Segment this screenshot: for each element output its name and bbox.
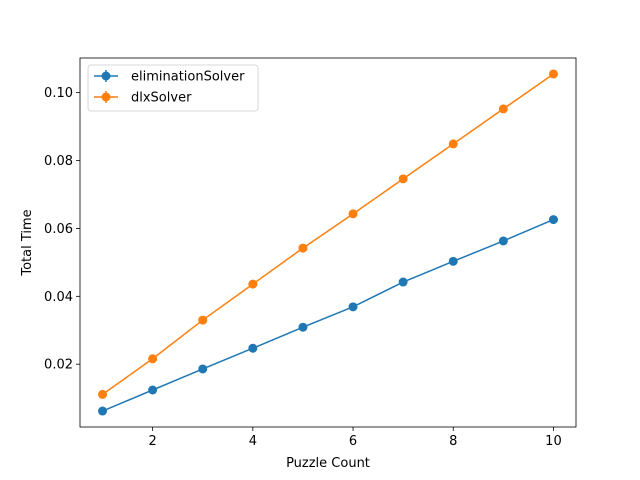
x-tick-label: 2 bbox=[149, 434, 157, 449]
x-axis-label: Puzzle Count bbox=[286, 456, 370, 471]
data-point bbox=[148, 385, 158, 395]
data-point bbox=[548, 69, 558, 79]
data-point bbox=[298, 243, 308, 253]
data-point bbox=[348, 209, 358, 219]
y-tick-label: 0.08 bbox=[44, 154, 73, 169]
y-tick-label: 0.06 bbox=[44, 222, 73, 237]
data-point bbox=[398, 277, 408, 287]
data-point bbox=[548, 215, 558, 225]
y-tick-label: 0.02 bbox=[44, 358, 73, 373]
x-tick-label: 8 bbox=[449, 434, 457, 449]
data-point bbox=[398, 174, 408, 184]
series-line bbox=[102, 218, 554, 412]
series-eliminationSolver bbox=[98, 215, 558, 416]
y-tick-label: 0.10 bbox=[44, 86, 73, 101]
y-axis-ticks: 0.02 0.04 0.06 0.08 0.10 bbox=[44, 86, 80, 373]
data-point bbox=[448, 256, 458, 266]
data-point bbox=[448, 139, 458, 149]
legend-label: dlxSolver bbox=[131, 91, 192, 106]
data-point bbox=[98, 406, 108, 416]
legend-box bbox=[87, 64, 259, 112]
data-point bbox=[148, 354, 158, 364]
data-point bbox=[248, 343, 258, 353]
x-tick-label: 4 bbox=[249, 434, 257, 449]
data-point bbox=[298, 322, 308, 332]
series-line bbox=[102, 73, 554, 396]
x-tick-label: 6 bbox=[349, 434, 357, 449]
data-point bbox=[498, 104, 508, 114]
data-point bbox=[198, 364, 208, 374]
x-axis-ticks: 2 4 6 8 10 bbox=[149, 427, 562, 449]
data-point bbox=[98, 389, 108, 399]
legend-item: eliminationSolver bbox=[94, 70, 245, 85]
data-point bbox=[248, 279, 258, 289]
data-point bbox=[498, 236, 508, 246]
series-layer bbox=[98, 69, 558, 416]
legend: eliminationSolver dlxSolver bbox=[87, 64, 259, 112]
legend-item: dlxSolver bbox=[94, 91, 192, 106]
series-dlxSolver bbox=[98, 69, 558, 399]
data-point bbox=[348, 302, 358, 312]
plot-frame bbox=[79, 57, 577, 428]
x-tick-label: 10 bbox=[545, 434, 562, 449]
y-axis-label: Total Time bbox=[20, 209, 35, 276]
data-point bbox=[198, 315, 208, 325]
legend-marker bbox=[101, 71, 111, 81]
y-tick-label: 0.04 bbox=[44, 290, 73, 305]
legend-label: eliminationSolver bbox=[131, 70, 245, 85]
legend-marker bbox=[101, 92, 111, 102]
